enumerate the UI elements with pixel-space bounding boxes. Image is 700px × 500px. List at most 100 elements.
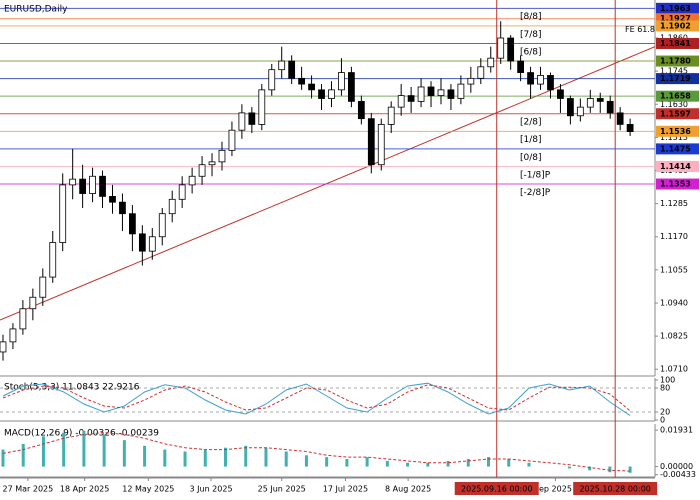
annotation: FE 61.8: [625, 25, 655, 34]
candle-body: [308, 83, 315, 91]
y-tick-label: 1.1515: [660, 133, 688, 142]
candle-body: [258, 89, 266, 125]
candle-body: [29, 296, 37, 310]
candle-body: [487, 57, 495, 68]
candle-body: [19, 308, 27, 330]
level-label: 1.1841: [660, 39, 691, 48]
candle-body: [188, 175, 196, 186]
x-tick-label: 27 Mar 2025: [3, 485, 54, 494]
y-tick-label: 20: [660, 408, 670, 417]
candle-body: [427, 86, 435, 97]
x-tick-label: 8 Aug 2025: [385, 485, 431, 494]
y-tick-label: 1.1745: [660, 67, 688, 76]
candle-body: [367, 118, 375, 166]
candle-body: [129, 213, 136, 235]
x-tick-label: 25 Jun 2025: [258, 485, 306, 494]
candle-body: [357, 100, 365, 120]
candle-body: [616, 112, 624, 125]
level-box: [656, 37, 699, 49]
level-box: [656, 90, 699, 102]
level-box: [656, 108, 699, 120]
date-marker-box: [454, 482, 539, 495]
candle-body: [457, 83, 465, 99]
candle-body: [407, 95, 415, 102]
trendline: [0, 46, 656, 321]
level-box: [656, 55, 699, 67]
candle-body: [268, 69, 276, 91]
candle-body: [248, 112, 256, 125]
y-tick-label: -0.00433: [660, 470, 696, 479]
candle-body: [89, 175, 96, 194]
candle-body: [318, 89, 325, 99]
y-tick-label: 0.01931: [660, 426, 693, 435]
candle-body: [497, 37, 505, 59]
level-box: [656, 178, 699, 190]
candle-body: [278, 60, 286, 71]
candle-body: [39, 276, 47, 298]
candle-body: [168, 198, 176, 215]
murrey-label: [6/8]: [520, 47, 542, 57]
y-tick-label: 80: [660, 384, 670, 393]
candle-body: [49, 242, 57, 278]
date-marker-label: 2025.09.16 00:00: [461, 485, 532, 494]
candle-body: [547, 75, 554, 91]
level-label: 1.1927: [660, 14, 691, 23]
candle-body: [328, 89, 335, 99]
candle-body: [338, 72, 345, 91]
murrey-label: [8/8]: [520, 12, 542, 22]
level-label: 1.1780: [660, 57, 691, 66]
panel-title: Stoch(5,3,3) 11.0843 22.9216: [4, 383, 140, 393]
candle-body: [397, 95, 405, 108]
candle-body: [467, 77, 475, 85]
panel-title: EURUSD,Daily: [4, 5, 68, 15]
candle-body: [567, 98, 574, 117]
level-box: [656, 13, 699, 25]
murrey-label: [7/8]: [520, 30, 542, 40]
y-tick-label: 0.00000: [660, 462, 693, 471]
candle-body: [148, 236, 156, 252]
y-tick-label: 1.1055: [660, 265, 688, 274]
candle-body: [417, 86, 425, 102]
candle-body: [288, 60, 296, 79]
candle-body: [537, 75, 544, 85]
date-marker-box: [573, 482, 658, 495]
candle-body: [626, 124, 634, 133]
level-box: [656, 2, 699, 14]
x-tick-label: 17 Jul 2025: [323, 485, 368, 494]
candle-body: [69, 178, 77, 186]
level-box: [656, 143, 699, 155]
x-tick-label: ep 2025: [539, 485, 572, 494]
candle-body: [437, 89, 445, 97]
y-tick-label: 1.1285: [660, 199, 688, 208]
candle-body: [606, 100, 614, 114]
level-label: 1.1658: [660, 92, 691, 101]
y-tick-label: 1.0825: [660, 332, 688, 341]
candle-body: [138, 233, 146, 252]
murrey-label: [2/8]: [520, 118, 542, 128]
candle-body: [377, 124, 385, 166]
candle-body: [527, 72, 534, 85]
candle-body: [0, 341, 7, 353]
x-tick-label: 3 Jun 2025: [190, 485, 233, 494]
murrey-label: [0/8]: [520, 153, 542, 163]
x-tick-label: 12 May 2025: [122, 485, 174, 494]
candle-body: [586, 98, 594, 108]
candle-body: [79, 178, 87, 194]
y-tick-label: 1.0710: [660, 365, 688, 374]
date-marker-label: 2025.10.28 00:00: [579, 485, 650, 494]
level-label: 1.1597: [660, 109, 691, 118]
candle-body: [238, 112, 246, 131]
indicator-line: [2, 382, 631, 417]
candle-body: [9, 328, 17, 343]
level-label: 1.1536: [660, 127, 691, 136]
candle-body: [298, 77, 306, 85]
candle-body: [477, 66, 485, 79]
level-label: 1.1902: [660, 21, 691, 30]
candle-body: [99, 175, 106, 197]
signal-line: [2, 432, 631, 472]
level-label: 1.1719: [660, 74, 691, 83]
panel-title: MACD(12,26,9) -0.00326 -0.00239: [4, 429, 159, 439]
level-label: 1.1963: [660, 4, 691, 13]
candle-body: [387, 106, 395, 125]
